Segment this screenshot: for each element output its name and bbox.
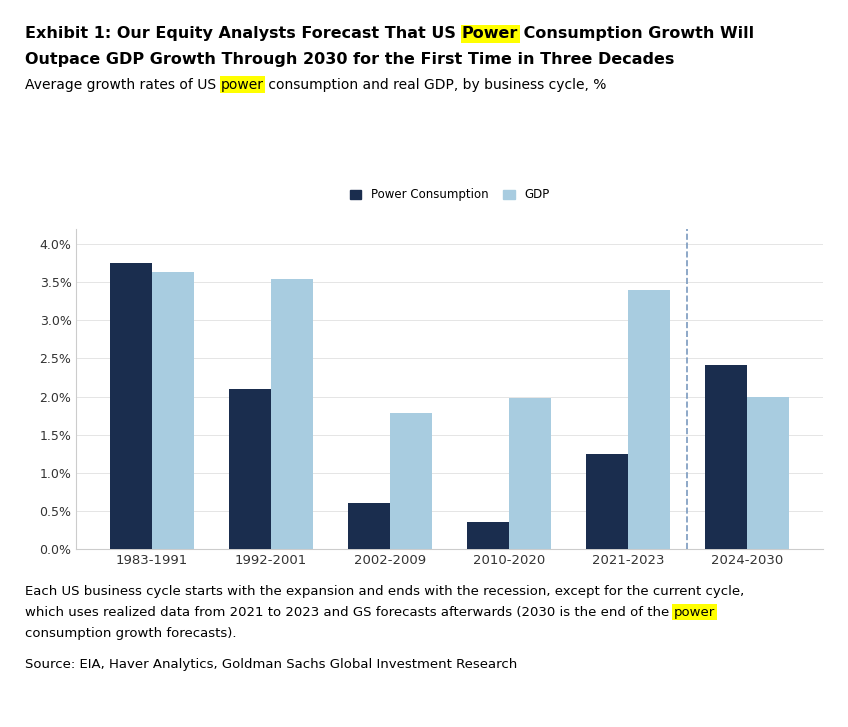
Bar (110, 263, 152, 549)
Text: power: power (674, 606, 715, 619)
Bar (586, 454, 628, 549)
Text: Source: EIA, Haver Analytics, Goldman Sachs Global Investment Research: Source: EIA, Haver Analytics, Goldman Sa… (25, 658, 517, 671)
Text: Exhibit 1: Our Equity Analysts Forecast That US: Exhibit 1: Our Equity Analysts Forecast … (25, 26, 462, 41)
Text: consumption growth forecasts).: consumption growth forecasts). (25, 627, 237, 640)
Text: Outpace GDP Growth Through 2030 for the First Time in Three Decades: Outpace GDP Growth Through 2030 for the … (25, 52, 675, 68)
Bar (271, 278, 313, 549)
Text: consumption and real GDP, by business cycle, %: consumption and real GDP, by business cy… (264, 78, 606, 92)
Bar (229, 389, 271, 549)
Text: which uses realized data from 2021 to 2023 and GS forecasts afterwards (2030 is : which uses realized data from 2021 to 20… (25, 606, 674, 619)
Bar (747, 396, 789, 549)
Bar (628, 290, 670, 549)
Text: Each US business cycle starts with the expansion and ends with the recession, ex: Each US business cycle starts with the e… (25, 585, 745, 598)
Bar (152, 273, 193, 549)
Bar (706, 364, 747, 549)
Text: Average growth rates of US: Average growth rates of US (25, 78, 221, 92)
Bar (349, 503, 390, 549)
Bar (467, 522, 509, 549)
Text: Power: Power (462, 26, 518, 41)
Text: power: power (221, 78, 264, 92)
Text: Consumption Growth Will: Consumption Growth Will (518, 26, 755, 41)
Bar (509, 398, 550, 549)
Legend: Power Consumption, GDP: Power Consumption, GDP (345, 184, 554, 206)
Bar (390, 414, 432, 549)
